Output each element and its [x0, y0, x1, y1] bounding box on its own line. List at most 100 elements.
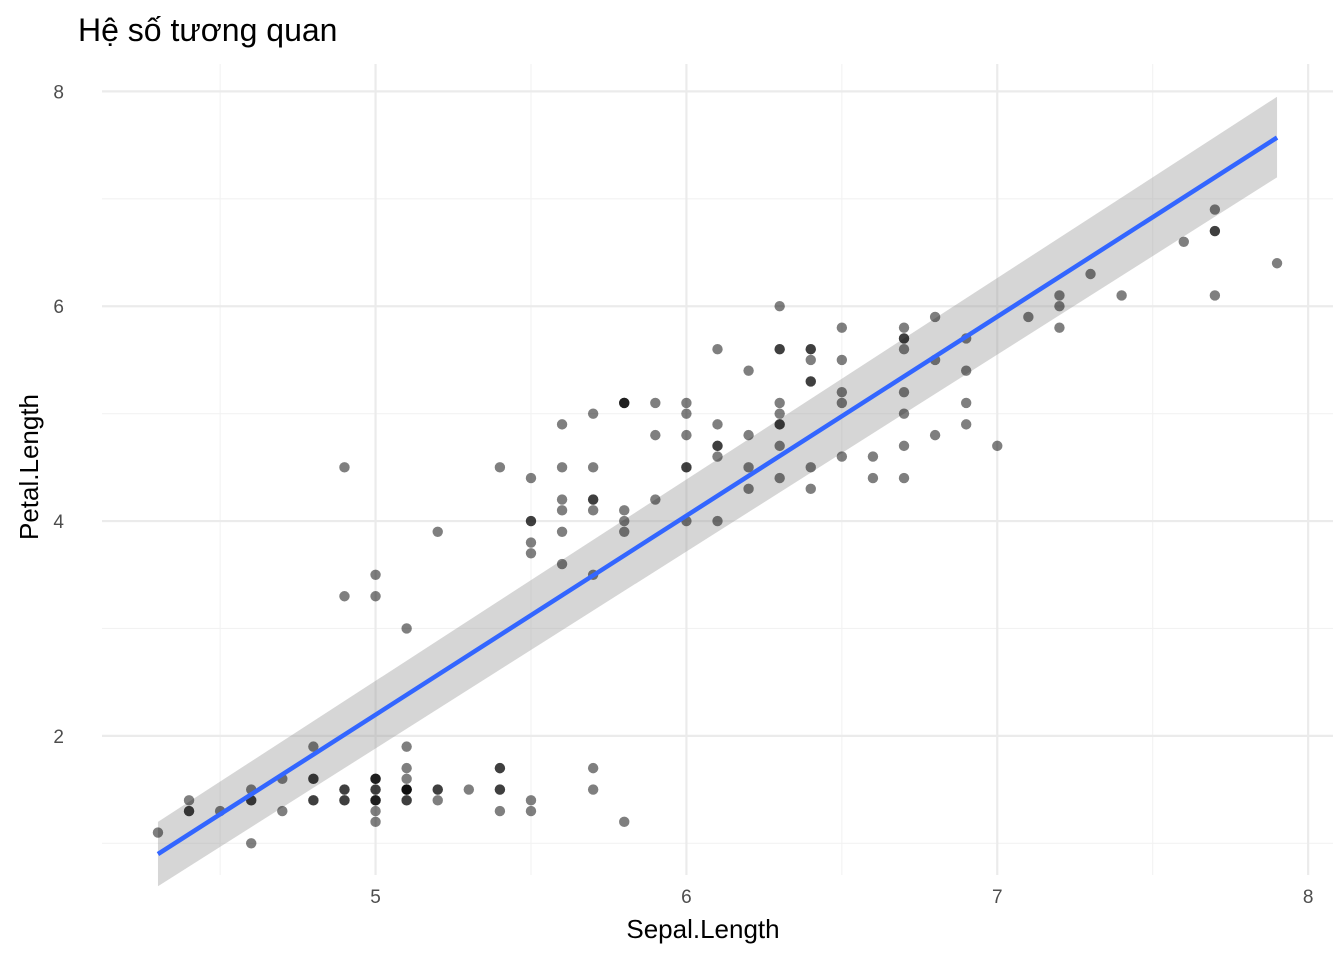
data-point — [339, 591, 350, 602]
data-point — [152, 827, 164, 838]
x-tick-label: 5 — [370, 887, 381, 908]
data-point — [774, 408, 785, 419]
data-point — [898, 386, 910, 398]
data-point — [370, 569, 381, 580]
data-point — [898, 322, 910, 333]
data-point — [681, 397, 692, 409]
data-point — [898, 440, 910, 452]
data-point — [370, 591, 381, 602]
data-point — [619, 526, 630, 538]
data-point — [277, 805, 288, 817]
y-tick-label: 6 — [53, 297, 64, 318]
data-point — [650, 397, 661, 409]
regression-line-layer — [156, 135, 1279, 856]
data-point — [774, 440, 785, 452]
data-point — [494, 462, 506, 473]
data-point — [774, 343, 785, 355]
data-point — [587, 762, 599, 774]
data-point — [1023, 311, 1034, 323]
data-point — [898, 408, 910, 419]
data-point — [805, 483, 816, 495]
data-point — [619, 505, 630, 516]
data-point — [370, 784, 381, 795]
data-point — [867, 472, 879, 484]
x-tick-label: 7 — [992, 887, 1003, 908]
data-point — [556, 558, 568, 570]
data-point — [525, 537, 537, 548]
data-point — [525, 515, 537, 527]
y-axis-ticks: 2 4 6 8 — [53, 82, 64, 748]
data-point — [401, 773, 412, 785]
data-point — [898, 472, 910, 484]
data-point — [805, 376, 816, 387]
regression-line — [156, 135, 1279, 856]
x-tick-label: 8 — [1303, 887, 1314, 908]
data-point — [774, 419, 785, 430]
data-point — [587, 408, 599, 419]
data-point — [339, 462, 350, 473]
data-point — [712, 451, 723, 462]
data-point — [1085, 268, 1096, 280]
data-point — [650, 429, 661, 441]
data-point — [525, 548, 537, 559]
data-point — [556, 505, 568, 516]
data-point — [1054, 290, 1065, 301]
x-axis-title: Sepal.Length — [626, 914, 779, 944]
data-point — [1271, 258, 1283, 269]
data-point — [401, 623, 412, 634]
data-point — [525, 805, 537, 817]
data-point — [370, 773, 381, 785]
data-point — [1178, 236, 1189, 247]
data-point — [587, 494, 599, 505]
y-tick-label: 2 — [53, 727, 64, 748]
data-point — [960, 365, 972, 376]
data-point — [774, 472, 785, 484]
data-point — [556, 419, 568, 430]
data-points — [152, 204, 1283, 849]
data-point — [929, 311, 941, 323]
data-point — [432, 784, 443, 795]
data-point — [401, 762, 412, 774]
y-axis-title: Petal.Length — [14, 394, 44, 540]
data-point — [494, 805, 506, 817]
data-point — [494, 762, 506, 774]
data-point — [743, 483, 754, 495]
data-point — [1054, 322, 1065, 333]
data-point — [556, 494, 568, 505]
data-point — [774, 301, 785, 312]
x-axis-ticks: 5 6 7 8 — [370, 887, 1313, 908]
data-point — [867, 451, 879, 462]
x-tick-label: 6 — [681, 887, 692, 908]
data-point — [805, 462, 816, 473]
data-point — [587, 505, 599, 516]
data-point — [681, 408, 692, 419]
data-point — [370, 795, 381, 806]
data-point — [619, 816, 630, 828]
data-point — [712, 440, 723, 452]
chart-title: Hệ số tương quan — [78, 12, 337, 48]
y-tick-label: 4 — [53, 512, 64, 533]
data-point — [370, 816, 381, 828]
data-point — [805, 354, 816, 366]
data-point — [929, 429, 941, 441]
data-point — [587, 784, 599, 795]
data-point — [836, 386, 848, 398]
data-point — [183, 795, 195, 806]
data-point — [619, 515, 630, 527]
data-point — [308, 773, 319, 785]
confidence-band-layer — [157, 96, 1278, 887]
data-point — [401, 784, 412, 795]
data-point — [712, 419, 723, 430]
data-point — [401, 741, 412, 752]
data-point — [183, 805, 195, 817]
data-point — [463, 784, 475, 795]
data-point — [432, 795, 443, 806]
data-point — [774, 397, 785, 409]
data-point — [836, 354, 848, 366]
data-point — [339, 795, 350, 806]
data-point — [339, 784, 350, 795]
data-point — [898, 333, 910, 344]
data-point — [246, 838, 257, 849]
data-point — [525, 472, 537, 484]
data-point — [650, 494, 661, 505]
